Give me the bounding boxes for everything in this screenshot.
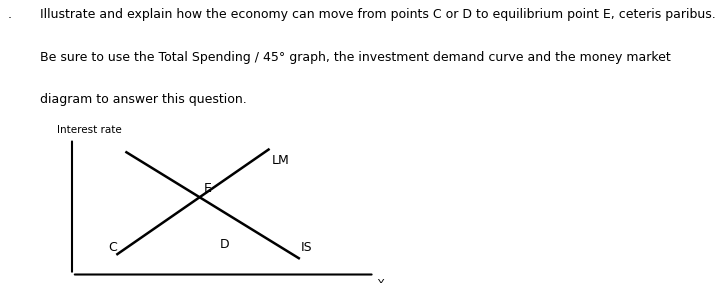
Text: Y: Y — [377, 278, 384, 283]
Text: .: . — [7, 8, 12, 22]
Text: E: E — [204, 182, 212, 195]
Text: diagram to answer this question.: diagram to answer this question. — [40, 93, 246, 106]
Text: Illustrate and explain how the economy can move from points C or D to equilibriu: Illustrate and explain how the economy c… — [40, 8, 716, 22]
Text: C: C — [108, 241, 117, 254]
Text: LM: LM — [271, 154, 289, 167]
Text: IS: IS — [300, 241, 312, 254]
Text: Interest rate: Interest rate — [57, 125, 122, 135]
Text: D: D — [220, 238, 230, 251]
Text: Be sure to use the Total Spending / 45° graph, the investment demand curve and t: Be sure to use the Total Spending / 45° … — [40, 51, 670, 64]
